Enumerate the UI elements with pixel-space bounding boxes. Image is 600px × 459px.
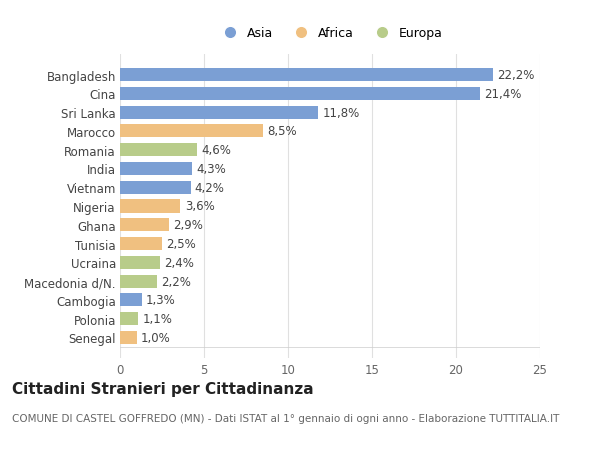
Text: 21,4%: 21,4% (484, 88, 521, 101)
Text: 2,2%: 2,2% (161, 275, 191, 288)
Bar (120, 106, 318, 119)
Bar (120, 313, 139, 325)
Bar (120, 69, 493, 82)
Bar (120, 125, 263, 138)
Bar (120, 275, 157, 288)
Bar (120, 219, 169, 232)
Bar (120, 294, 142, 307)
Bar (120, 256, 160, 269)
Text: 1,3%: 1,3% (146, 294, 176, 307)
Bar (120, 162, 192, 176)
Text: 2,4%: 2,4% (164, 256, 194, 269)
Text: 8,5%: 8,5% (267, 125, 296, 138)
Text: 4,2%: 4,2% (195, 181, 224, 194)
Text: 2,5%: 2,5% (166, 238, 196, 251)
Bar (120, 181, 191, 194)
Bar (120, 331, 137, 344)
Text: 11,8%: 11,8% (322, 106, 359, 119)
Text: 22,2%: 22,2% (497, 69, 535, 82)
Bar (120, 237, 162, 251)
Text: 4,3%: 4,3% (196, 162, 226, 175)
Legend: Asia, Africa, Europa: Asia, Africa, Europa (212, 22, 448, 45)
Text: 1,1%: 1,1% (143, 313, 173, 325)
Text: COMUNE DI CASTEL GOFFREDO (MN) - Dati ISTAT al 1° gennaio di ogni anno - Elabora: COMUNE DI CASTEL GOFFREDO (MN) - Dati IS… (12, 413, 559, 423)
Text: 1,0%: 1,0% (141, 331, 171, 344)
Text: Cittadini Stranieri per Cittadinanza: Cittadini Stranieri per Cittadinanza (12, 381, 314, 396)
Text: 4,6%: 4,6% (202, 144, 232, 157)
Text: 2,9%: 2,9% (173, 219, 203, 232)
Bar (120, 200, 181, 213)
Bar (120, 88, 479, 101)
Text: 3,6%: 3,6% (185, 200, 214, 213)
Bar (120, 144, 197, 157)
